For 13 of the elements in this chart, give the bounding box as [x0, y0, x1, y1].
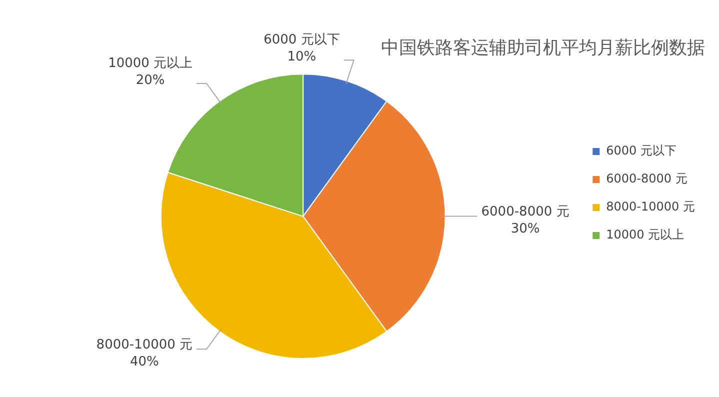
- slice-label: 8000-10000 元: [96, 338, 193, 353]
- chart-title: 中国铁路客运辅助司机平均月薪比例数据: [381, 37, 705, 58]
- legend-label: 10000 元以上: [606, 228, 684, 242]
- slice-label: 6000 元以下: [264, 32, 340, 48]
- data-label: 40%: [130, 354, 159, 370]
- data-label: 20%: [136, 72, 165, 88]
- legend-label: 6000 元以下: [606, 144, 676, 158]
- data-label: 30%: [510, 222, 540, 237]
- slice-label: 6000-8000 元: [481, 204, 570, 220]
- legend-label: 6000-8000 元: [606, 172, 688, 186]
- legend-label: 8000-10000 元: [606, 200, 695, 214]
- data-label: 10%: [287, 50, 316, 65]
- slice-label: 10000 元以上: [108, 56, 193, 71]
